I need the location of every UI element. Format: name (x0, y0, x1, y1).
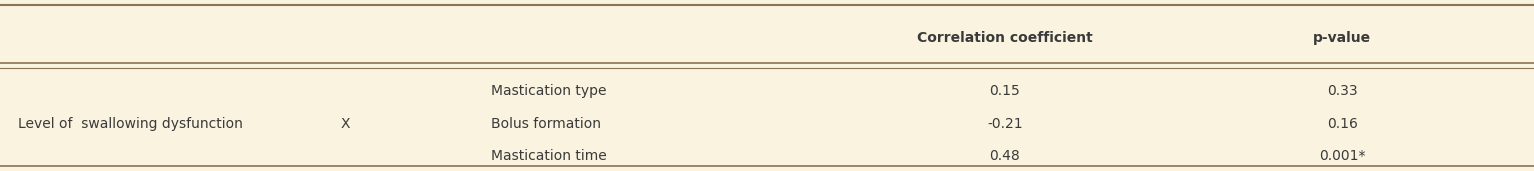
Text: 0.15: 0.15 (989, 84, 1020, 98)
Text: Correlation coefficient: Correlation coefficient (917, 31, 1092, 45)
Text: 0.33: 0.33 (1327, 84, 1358, 98)
Text: 0.16: 0.16 (1327, 117, 1358, 131)
Text: Mastication type: Mastication type (491, 84, 606, 98)
Text: Bolus formation: Bolus formation (491, 117, 601, 131)
Text: X: X (341, 117, 350, 131)
Text: -0.21: -0.21 (986, 117, 1023, 131)
Text: 0.001*: 0.001* (1319, 149, 1365, 163)
Text: Mastication time: Mastication time (491, 149, 606, 163)
Text: 0.48: 0.48 (989, 149, 1020, 163)
Text: p-value: p-value (1313, 31, 1371, 45)
Text: Level of  swallowing dysfunction: Level of swallowing dysfunction (18, 117, 244, 131)
